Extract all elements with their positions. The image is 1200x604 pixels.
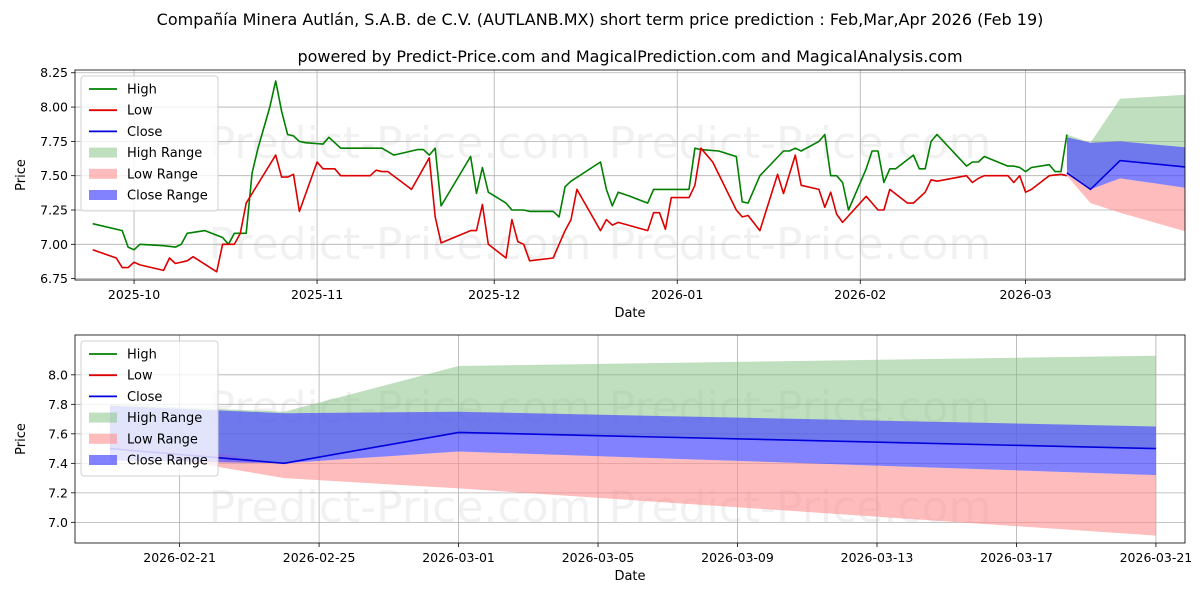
y-axis-label: Price bbox=[14, 423, 29, 455]
legend-label: High Range bbox=[127, 411, 202, 426]
x-axis-label: Date bbox=[614, 569, 645, 584]
plot-area bbox=[92, 80, 1185, 273]
y-tick-label: 8.25 bbox=[40, 65, 68, 80]
legend-label: Close Range bbox=[127, 189, 208, 204]
legend-swatch-patch bbox=[89, 433, 117, 444]
legend-label: High Range bbox=[127, 146, 202, 161]
y-tick-label: 6.75 bbox=[40, 271, 68, 286]
y-tick-label: 7.4 bbox=[48, 456, 68, 471]
y-tick-label: 7.25 bbox=[40, 203, 68, 218]
low-range-band bbox=[109, 438, 1156, 536]
legend-label: Low Range bbox=[127, 167, 198, 182]
legend-swatch-patch bbox=[89, 168, 117, 179]
y-tick-label: 7.00 bbox=[40, 237, 68, 252]
x-tick-label: 2026-03 bbox=[999, 287, 1051, 302]
legend-label: Close Range bbox=[127, 454, 208, 469]
y-tick-label: 8.00 bbox=[40, 100, 68, 115]
x-tick-label: 2025-11 bbox=[291, 287, 343, 302]
y-tick-label: 7.6 bbox=[48, 426, 68, 441]
legend-label: High bbox=[127, 348, 157, 363]
legend-label: Low bbox=[127, 104, 153, 119]
watermark-text: Predict-Price.com bbox=[209, 118, 592, 169]
x-tick-label: 2026-02-25 bbox=[283, 550, 356, 565]
x-axis-label: Date bbox=[614, 306, 645, 321]
x-tick-label: 2025-12 bbox=[468, 287, 520, 302]
plot-frame bbox=[74, 334, 1186, 544]
chart-title: Compañía Minera Autlán, S.A.B. de C.V. (… bbox=[157, 10, 1044, 29]
x-tick-label: 2026-03-01 bbox=[422, 550, 495, 565]
close-range-band bbox=[1066, 137, 1185, 190]
y-tick-label: 7.8 bbox=[48, 397, 68, 412]
legend-swatch-patch bbox=[89, 147, 117, 158]
chart-subtitle: powered by Predict-Price.com and Magical… bbox=[297, 47, 962, 66]
legend-label: High bbox=[127, 83, 157, 98]
watermark-text: Predict-Price.com bbox=[609, 118, 992, 169]
legend-label: Close bbox=[127, 125, 162, 140]
x-tick-label: 2026-03-05 bbox=[562, 550, 635, 565]
close-range-band bbox=[109, 405, 1156, 476]
panel-bottom: Predict-Price.comPredict-Price.comPredic… bbox=[14, 334, 1193, 584]
legend-label: Low Range bbox=[127, 432, 198, 447]
panel-top: Predict-Price.com Predict-Price.comPredic… bbox=[14, 65, 1186, 321]
plot-frame bbox=[74, 69, 1186, 281]
y-tick-label: 7.2 bbox=[48, 485, 68, 500]
plot-area bbox=[109, 355, 1156, 536]
low-series-line bbox=[92, 147, 1068, 273]
x-tick-label: 2026-02 bbox=[834, 287, 886, 302]
x-tick-label: 2026-03-21 bbox=[1120, 550, 1193, 565]
legend-label: Close bbox=[127, 390, 162, 405]
y-tick-label: 7.75 bbox=[40, 134, 68, 149]
y-axis-label: Price bbox=[14, 159, 29, 191]
legend-swatch-patch bbox=[89, 455, 117, 465]
x-tick-label: 2025-10 bbox=[108, 287, 160, 302]
legend-swatch-patch bbox=[89, 190, 117, 200]
x-tick-label: 2026-01 bbox=[651, 287, 703, 302]
x-tick-label: 2026-03-09 bbox=[701, 550, 774, 565]
high-series-line bbox=[92, 80, 1068, 251]
legend-swatch-patch bbox=[89, 412, 117, 423]
legend-label: Low bbox=[127, 369, 153, 384]
y-tick-label: 7.0 bbox=[48, 515, 68, 530]
y-tick-label: 8.0 bbox=[48, 367, 68, 382]
close-series-line bbox=[1066, 159, 1185, 191]
x-tick-label: 2026-02-21 bbox=[143, 550, 216, 565]
y-tick-label: 7.50 bbox=[40, 168, 68, 183]
low-range-band bbox=[1066, 172, 1185, 232]
x-tick-label: 2026-03-17 bbox=[980, 550, 1053, 565]
x-tick-label: 2026-03-13 bbox=[841, 550, 914, 565]
